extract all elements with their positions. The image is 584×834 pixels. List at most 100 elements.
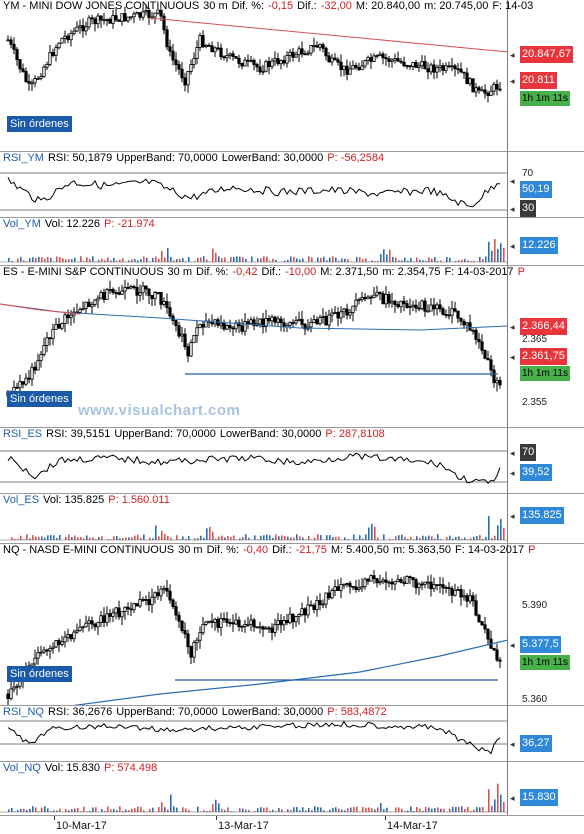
pane-vol-es[interactable]: Vol_ES Vol: 135.825 P: 1.560.011 ◂ 135.825	[0, 494, 584, 544]
candle-body	[9, 688, 13, 699]
header-dif-pct: -0,40	[243, 544, 269, 556]
volume-bar	[302, 807, 304, 812]
candle-body	[81, 25, 85, 32]
candle-body	[276, 58, 280, 65]
volume-bar	[491, 250, 493, 262]
candle-body	[417, 583, 421, 589]
volume-bar	[50, 535, 52, 540]
volume-bar	[119, 806, 121, 812]
header-upper-band: UpperBand: 70,0000	[116, 706, 218, 718]
volume-bar	[197, 806, 199, 812]
candle-body	[489, 90, 493, 96]
price-axis-ym[interactable]: ◂ 20.847,67 ◂ 20.811 1h 1m 11s	[508, 0, 584, 151]
candle-body	[120, 611, 124, 618]
volume-bar	[488, 516, 490, 540]
plot-area-ym[interactable]	[0, 0, 508, 151]
candle-body	[330, 590, 334, 599]
candle-body	[144, 285, 148, 290]
pane-rsi-ym[interactable]: RSI_YM RSI: 50,1879 UpperBand: 70,0000 Lowe…	[0, 152, 584, 218]
candle-body	[147, 10, 151, 18]
date-axis[interactable]: 10-Mar-17 13-Mar-17 14-Mar-17	[0, 816, 584, 834]
volume-bar	[467, 539, 469, 540]
plot-area-es[interactable]	[0, 266, 508, 427]
no-orders-badge[interactable]: Sin órdenes	[7, 391, 72, 407]
pane-es[interactable]: ES - E-MINI S&P CONTINUOUS 30 m Dif. %: -0,…	[0, 266, 584, 428]
candle-body	[333, 57, 337, 61]
price-axis-es[interactable]: ◂ 2.366,44 2.365 ◂ 2.361,75 1h 1m 11s 2.…	[508, 266, 584, 427]
candle-body	[171, 315, 175, 321]
volume-bar	[35, 536, 37, 540]
volume-bar	[458, 536, 460, 540]
candle-body	[303, 323, 307, 330]
candle-body	[213, 618, 217, 623]
volume-bar	[140, 806, 142, 812]
volume-bar	[122, 538, 124, 540]
candle-body	[138, 599, 142, 607]
price-axis-nq[interactable]: 5.390 ◂ 5.377,5 1h 1m 11s 5.360	[508, 544, 584, 705]
plot-area-vol-es[interactable]	[0, 494, 508, 543]
volume-bar	[26, 534, 28, 540]
candle-body	[138, 12, 142, 18]
volume-bar	[17, 538, 19, 540]
volume-bar	[464, 258, 466, 262]
no-orders-badge[interactable]: Sin órdenes	[7, 116, 72, 132]
pane-ym[interactable]: YM - MINI DOW JONES CONTINUOUS 30 m Dif. %…	[0, 0, 584, 152]
volume-bar	[26, 810, 28, 812]
volume-axis-nq[interactable]: ◂ 15.830	[508, 762, 584, 815]
candle-body	[108, 288, 112, 291]
candle-body	[402, 61, 406, 67]
candle-body	[126, 286, 130, 289]
candle-body	[324, 592, 328, 605]
candle-body	[87, 620, 91, 624]
candle-body	[291, 613, 295, 623]
plot-area-vol-ym[interactable]	[0, 218, 508, 265]
volume-bar	[470, 261, 472, 262]
volume-bar	[281, 809, 283, 812]
no-orders-badge[interactable]: Sin órdenes	[7, 666, 72, 682]
pane-nq[interactable]: NQ - NASD E-MINI CONTINUOUS 30 m Dif. %: -0…	[0, 544, 584, 706]
candle-body	[219, 322, 223, 326]
candle-body	[459, 317, 463, 322]
pane-vol-nq[interactable]: Vol_NQ Vol: 15.830 P: 574.498 ◂ 15.830	[0, 762, 584, 816]
volume-bar	[125, 809, 127, 812]
pane-rsi-es[interactable]: RSI_ES RSI: 39,5151 UpperBand: 70,0000 Lowe…	[0, 428, 584, 494]
candle-body	[378, 53, 382, 56]
plot-area-vol-nq[interactable]	[0, 762, 508, 815]
pane-vol-ym[interactable]: Vol_YM Vol: 12.226 P: -21.974 ◂ 12.226	[0, 218, 584, 266]
volume-bar	[188, 535, 190, 540]
volume-bar	[233, 535, 235, 540]
volume-bar	[311, 809, 313, 812]
plot-area-rsi-nq[interactable]	[0, 706, 508, 761]
volume-bar	[323, 810, 325, 812]
rsi-axis-es[interactable]: ◂ 70 ◂ 39,52	[508, 428, 584, 493]
candle-body	[492, 369, 496, 384]
rsi-axis-nq[interactable]: ◂ 36,27	[508, 706, 584, 761]
volume-bar	[338, 536, 340, 540]
lower-band-tag: 30	[520, 200, 537, 217]
candle-body	[393, 300, 397, 306]
candle-body	[279, 619, 283, 626]
plot-area-nq[interactable]	[0, 544, 508, 705]
volume-bar	[215, 252, 217, 262]
pane-rsi-nq[interactable]: RSI_NQ RSI: 36,2676 UpperBand: 70,0000 Lowe…	[0, 706, 584, 762]
volume-bar	[20, 808, 22, 812]
volume-bar	[50, 257, 52, 262]
candle-body	[456, 68, 460, 71]
rsi-axis-ym[interactable]: 70 ◂ 50,19 ◂ 30	[508, 152, 584, 217]
pane-header-rsi-es: RSI_ES RSI: 39,5151 UpperBand: 70,0000 Lowe…	[3, 428, 389, 441]
plot-area-rsi-ym[interactable]	[0, 152, 508, 217]
volume-bar	[248, 809, 250, 812]
volume-bar	[185, 808, 187, 812]
date-tick	[54, 816, 55, 820]
volume-bar	[329, 257, 331, 262]
volume-axis-es[interactable]: ◂ 135.825	[508, 494, 584, 543]
candle-body	[51, 328, 55, 340]
volume-axis-ym[interactable]: ◂ 12.226	[508, 218, 584, 265]
volume-bar	[53, 535, 55, 540]
plot-area-rsi-es[interactable]	[0, 428, 508, 493]
header-dif-label: Dif.:	[272, 544, 292, 556]
candle-body	[366, 57, 370, 61]
candle-body	[21, 68, 25, 72]
volume-bar	[479, 535, 481, 540]
volume-bar	[482, 538, 484, 540]
